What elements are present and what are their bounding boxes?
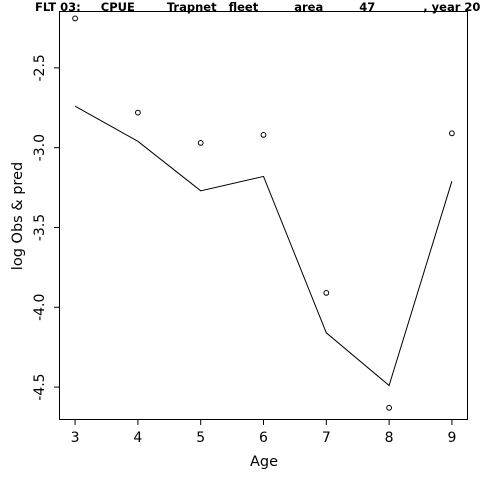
x-tick-label: 5 bbox=[196, 430, 205, 446]
x-tick-label: 4 bbox=[133, 430, 142, 446]
y-tick-label: -2.5 bbox=[32, 54, 48, 81]
x-tick-label: 7 bbox=[322, 430, 331, 446]
y-tick-label: -4.5 bbox=[32, 373, 48, 400]
observed-point bbox=[197, 140, 204, 146]
x-tick-label: 9 bbox=[447, 430, 456, 446]
observed-point bbox=[323, 290, 330, 296]
observed-point bbox=[72, 15, 78, 22]
x-tick-label: 3 bbox=[71, 430, 80, 446]
y-tick-label: -4.0 bbox=[32, 294, 48, 321]
predicted-line bbox=[74, 105, 453, 387]
y-tick-label: -3.5 bbox=[32, 214, 48, 241]
observed-point bbox=[386, 404, 393, 411]
series-layer bbox=[72, 15, 455, 411]
y-axis: -4.5 -4.0 -3.5 -3.0 -2.5 bbox=[32, 54, 60, 401]
x-axis: 3 4 5 6 7 8 9 bbox=[71, 419, 456, 446]
plot-area bbox=[59, 11, 468, 420]
x-axis-title: Age bbox=[250, 454, 278, 470]
x-tick-label: 6 bbox=[259, 430, 268, 446]
observed-point bbox=[260, 132, 267, 138]
x-tick-label: 8 bbox=[385, 430, 394, 446]
y-axis-title: log Obs & pred bbox=[10, 162, 26, 270]
chart-title: FLT 03: CPUE Trapnet fleet area 47 , yea… bbox=[35, 0, 480, 14]
observed-point bbox=[135, 109, 141, 116]
observed-point bbox=[449, 130, 455, 137]
y-tick-label: -3.0 bbox=[32, 134, 48, 161]
